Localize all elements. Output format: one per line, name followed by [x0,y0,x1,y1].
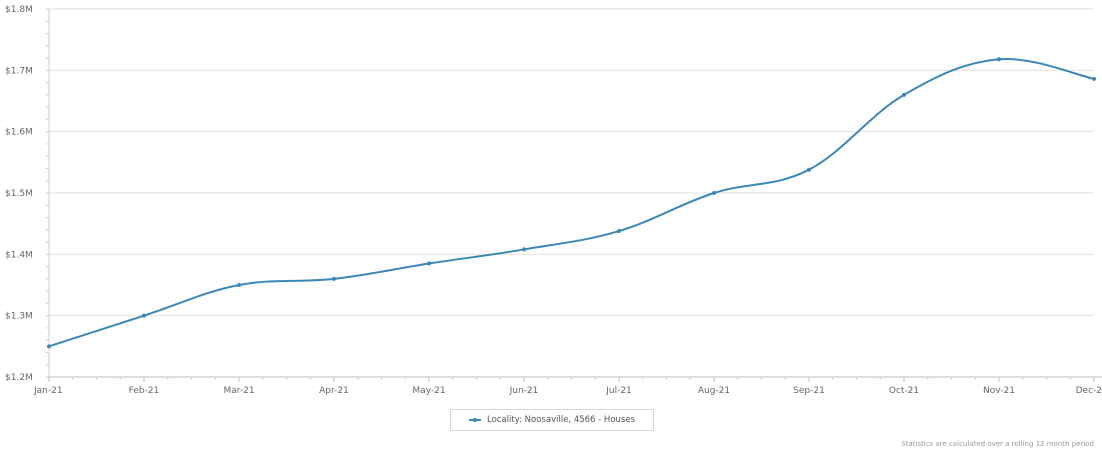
data-point-jul-21[interactable] [617,229,621,234]
y-tick-label-5: $1.7M [5,66,33,76]
data-point-apr-21[interactable] [332,276,336,281]
y-tick-label-3: $1.5M [5,189,33,199]
x-tick-label-8: Sep-21 [793,386,825,396]
data-point-oct-21[interactable] [902,92,906,97]
y-tick-label-4: $1.6M [5,128,33,138]
x-tick-labels: Jan-21 Feb-21 Mar-21 Apr-21 May-21 Jun-21 Jul-… [33,386,1102,396]
x-tick-label-11: Dec-2 [1076,386,1102,396]
series-layer [48,58,1095,348]
x-tick-label-6: Jul-21 [605,386,632,396]
data-point-may-21[interactable] [427,261,431,266]
y-tick-labels: $1.2M $1.3M $1.4M $1.5M $1.6M $1.7M $1.8M [5,5,33,383]
x-tick-label-5: Jun-21 [509,386,539,396]
gridlines [49,8,1094,378]
x-tick-label-0: Jan-21 [33,386,63,396]
footnote: Statistics are calculated over a rolling… [901,440,1094,448]
legend[interactable]: Locality: Noosaville, 4566 - Houses [450,409,654,431]
data-point-mar-21[interactable] [237,283,241,287]
series-line-0 [48,58,1095,348]
data-point-jun-21[interactable] [522,247,526,252]
x-tick-label-3: Apr-21 [319,386,349,396]
data-point-feb-21[interactable] [142,313,146,318]
data-point-nov-21[interactable] [997,57,1001,62]
y-tick-label-6: $1.8M [5,5,33,15]
x-tick-label-7: Aug-21 [698,386,730,396]
legend-series-label: Locality: Noosaville, 4566 - Houses [486,415,635,425]
x-tick-label-4: May-21 [412,386,445,396]
data-point-aug-21[interactable] [712,191,716,195]
y-tick-label-1: $1.3M [5,312,33,322]
axes [46,8,1102,382]
data-point-jan-21[interactable] [47,344,51,349]
data-point-sep-21[interactable] [807,167,811,172]
y-tick-label-2: $1.4M [5,250,33,260]
x-tick-label-9: Oct-21 [889,386,919,396]
data-point-dec-21[interactable] [1092,76,1096,81]
data-points [47,57,1096,349]
legend-line-marker [468,418,481,422]
x-tick-label-2: Mar-21 [223,386,254,396]
y-tick-label-0: $1.2M [5,373,33,383]
x-tick-label-10: Nov-21 [983,386,1015,396]
x-tick-label-1: Feb-21 [129,386,160,396]
